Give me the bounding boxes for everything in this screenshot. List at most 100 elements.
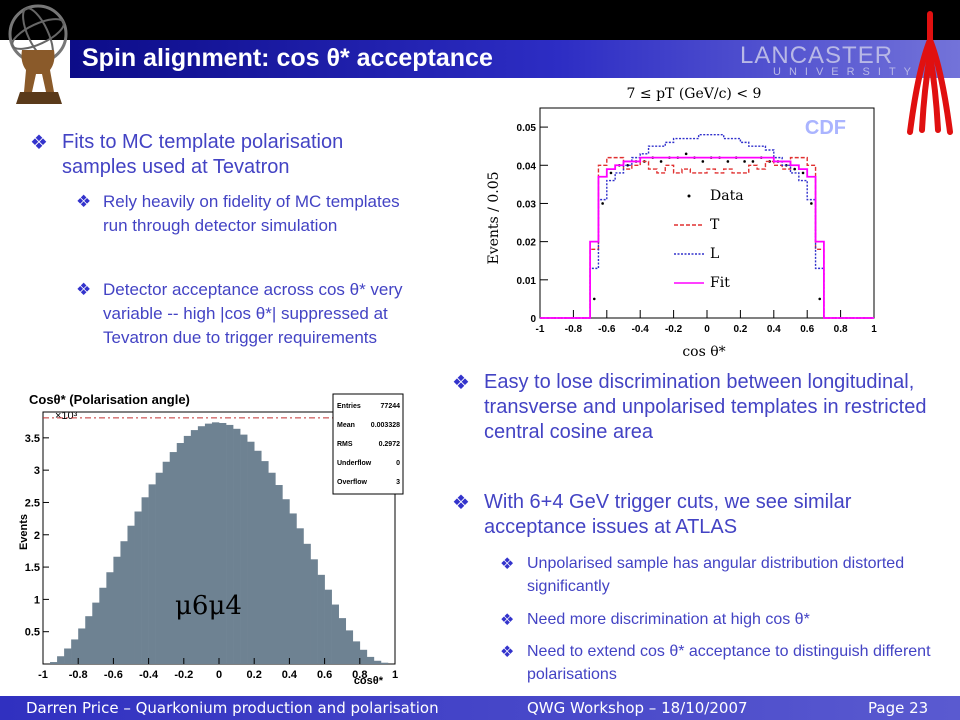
- cdf-legend-label: T: [710, 217, 720, 233]
- atlas-cos-theta-histogram: Cosθ* (Polarisation angle) ×10³ Events c…: [15, 382, 405, 690]
- hist-x-tick-label: 0.2: [247, 669, 262, 681]
- bullet-atlas-trigger: ❖ With 6+4 GeV trigger cuts, we see simi…: [452, 490, 852, 538]
- hist-bar: [331, 604, 339, 664]
- cdf-y-tick-label: 0.05: [517, 123, 537, 134]
- hist-bar: [296, 528, 304, 664]
- cdf-legend-label: L: [710, 246, 719, 262]
- cdf-data-point: [609, 171, 613, 175]
- hist-bar: [141, 497, 149, 664]
- cdf-x-tick-label: -0.6: [598, 324, 616, 335]
- hist-x-tick-label: 0.6: [317, 669, 332, 681]
- cdf-x-tick-label: 0.6: [800, 324, 814, 335]
- cdf-data-point: [810, 202, 813, 205]
- hist-stats-label: Mean: [337, 422, 355, 429]
- hist-x-axis-label: cosθ*: [354, 675, 384, 687]
- hist-bar: [71, 639, 79, 664]
- slide-title: Spin alignment: cos θ* acceptance: [82, 44, 493, 72]
- hist-y-tick-label: 2: [34, 530, 40, 542]
- bullet-diamond-icon: ❖: [500, 610, 515, 629]
- bullet-tevatron-templates: ❖ Fits to MC template polarisation sampl…: [30, 130, 344, 178]
- cdf-y-tick-label: 0: [530, 314, 536, 325]
- hist-x-tick-label: -1: [38, 669, 48, 681]
- hist-stats-label: Overflow: [337, 479, 368, 486]
- bullet-detector-acceptance: ❖ Detector acceptance across cos θ* very…: [76, 280, 403, 347]
- hist-stats-label: Underflow: [337, 460, 372, 467]
- bullet-diamond-icon: ❖: [452, 490, 470, 514]
- cdf-title: 7 ≤ pT (GeV/c) < 9: [627, 86, 762, 102]
- cdf-x-tick-label: 0.2: [733, 324, 747, 335]
- hist-bar: [120, 541, 128, 664]
- bullet-diamond-icon: ❖: [452, 370, 470, 394]
- hist-bar: [226, 424, 234, 664]
- hist-bar: [359, 649, 368, 664]
- hist-stats-value: 3: [396, 479, 400, 486]
- hist-bar: [303, 543, 311, 664]
- hist-y-tick-label: 1.5: [25, 562, 40, 574]
- cdf-y-tick-label: 0.03: [517, 199, 537, 210]
- hist-bar: [247, 441, 255, 664]
- hist-y-tick-label: 3: [34, 465, 40, 477]
- cdf-cos-theta-plot: 7 ≤ pT (GeV/c) < 9 CDF Events / 0.05 cos…: [484, 78, 884, 368]
- hist-bar: [254, 450, 262, 664]
- hist-bar: [338, 618, 347, 664]
- hist-stats-label: RMS: [337, 441, 353, 448]
- hist-bar: [204, 423, 213, 664]
- hist-stats-label: Entries: [337, 403, 361, 410]
- hist-bar: [233, 428, 241, 664]
- hist-y-tick-label: 0.5: [25, 627, 40, 639]
- hist-title: Cosθ* (Polarisation angle): [29, 392, 190, 407]
- cdf-data-point: [801, 171, 805, 175]
- atlas-logo: [8, 4, 68, 104]
- footer-event: QWG Workshop – 18/10/2007: [527, 699, 748, 717]
- cdf-x-tick-label: -0.2: [665, 324, 683, 335]
- hist-bar: [219, 422, 227, 664]
- hist-bar: [197, 426, 206, 664]
- hist-x-tick-label: -0.6: [104, 669, 123, 681]
- hist-bar: [64, 648, 72, 664]
- hist-x-tick-label: -0.4: [139, 669, 159, 681]
- cdf-y-tick-label: 0.04: [517, 161, 537, 172]
- hist-y-tick-label: 3.5: [25, 433, 40, 445]
- hist-annotation: μ6μ4: [175, 591, 242, 621]
- cdf-data-point: [818, 297, 822, 301]
- bullet-mc-fidelity: ❖ Rely heavily on fidelity of MC templat…: [76, 192, 400, 235]
- cdf-data-point: [684, 152, 688, 156]
- cdf-y-tick-label: 0.02: [517, 238, 537, 249]
- bullet-diamond-icon: ❖: [30, 130, 48, 154]
- bullet-discrimination: ❖ Easy to lose discrimination between lo…: [452, 370, 927, 443]
- bullet-unpolarised: ❖ Unpolarised sample has angular distrib…: [500, 554, 905, 595]
- cdf-series-fit: [540, 156, 874, 319]
- bullet-diamond-icon: ❖: [500, 554, 515, 573]
- hist-stats-box: [332, 393, 404, 495]
- bullet-extend-acceptance: ❖ Need to extend cos θ* acceptance to di…: [500, 642, 931, 683]
- hist-bar: [169, 452, 178, 664]
- cdf-series-l: [540, 134, 874, 319]
- hist-bar: [310, 559, 318, 664]
- footer-author: Darren Price – Quarkonium production and…: [26, 699, 439, 717]
- hist-bar: [99, 587, 107, 664]
- cdf-series-t: [540, 156, 874, 319]
- cdf-watermark: CDF: [805, 117, 846, 139]
- cdf-data-point: [793, 167, 796, 171]
- cdf-data-point: [659, 160, 663, 163]
- bullet-high-cos: ❖ Need more discrimination at high cos θ…: [500, 610, 810, 629]
- cdf-x-tick-label: -1: [536, 324, 545, 335]
- hist-y-tick-label: 1: [34, 594, 40, 606]
- footer-bar: Darren Price – Quarkonium production and…: [0, 696, 960, 720]
- cdf-data-point: [726, 160, 730, 163]
- hist-x-tick-label: 1: [392, 669, 398, 681]
- cdf-y-axis-label: Events / 0.05: [486, 171, 502, 264]
- bullet-diamond-icon: ❖: [500, 642, 515, 661]
- hist-bar: [289, 513, 297, 664]
- hist-bar: [176, 443, 185, 664]
- cdf-x-tick-label: 1: [871, 324, 877, 335]
- cdf-data-point: [701, 160, 705, 163]
- hist-bar: [113, 556, 121, 664]
- hist-x-tick-label: 0: [216, 669, 222, 681]
- footer-page: Page 23: [868, 699, 929, 717]
- hist-bar: [240, 434, 248, 664]
- hist-stats-value: 77244: [381, 403, 401, 410]
- hist-bar: [183, 435, 192, 664]
- hist-stats-value: 0.003328: [371, 422, 400, 429]
- hist-bar: [127, 525, 135, 664]
